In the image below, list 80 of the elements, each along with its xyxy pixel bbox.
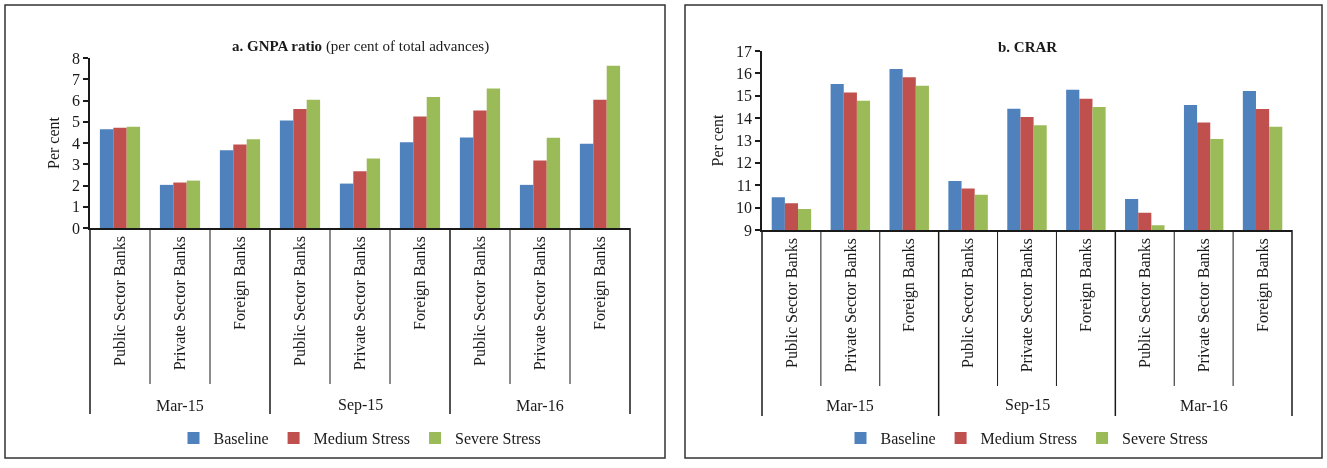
y-tick-label: 4 [72, 134, 81, 152]
text: Mar-16 [1180, 397, 1228, 414]
bar [159, 184, 174, 228]
text: Sep-15 [1005, 396, 1051, 414]
y-axis-title: Per cent [45, 116, 63, 169]
y-tick-label: 5 [72, 113, 81, 131]
bar [459, 137, 474, 228]
y-tick-label: 1 [72, 198, 81, 216]
legend-label: Medium Stress [980, 430, 1078, 448]
y-tick-label: 16 [736, 64, 753, 82]
y-tick-label: 15 [736, 87, 753, 105]
bar [233, 144, 247, 228]
x-tick-label: Public Sector Banks [291, 236, 309, 366]
bar [533, 160, 547, 228]
bar [246, 139, 261, 228]
y-tick-label: 8 [72, 49, 81, 67]
bar [339, 183, 354, 228]
chart-title: b. CRAR [998, 39, 1058, 55]
bar [173, 182, 187, 228]
text: Mar-15 [826, 397, 874, 414]
y-tick-label: 12 [736, 154, 753, 172]
bar [473, 110, 487, 228]
text: Mar-15 [156, 397, 204, 414]
bar [366, 158, 381, 228]
bar [519, 184, 534, 228]
x-tick-label: Public Sector Banks [1135, 238, 1153, 368]
bar [126, 126, 141, 228]
x-tick-label: Public Sector Banks [782, 238, 800, 368]
x-tick-label: Private Sector Banks [531, 236, 549, 371]
x-tick-label: Private Sector Banks [1194, 238, 1212, 373]
bar [353, 171, 367, 228]
bar [306, 99, 321, 228]
text: Sep-15 [338, 396, 384, 414]
x-tick-label: Foreign Banks [1077, 238, 1096, 332]
legend-label: Medium Stress [313, 430, 411, 448]
x-tick-label: Public Sector Banks [959, 238, 977, 368]
y-tick-label: 13 [736, 132, 753, 150]
legend-label: Severe Stress [455, 430, 541, 448]
bar [486, 88, 501, 228]
x-tick-label: Private Sector Banks [1018, 238, 1036, 373]
x-tick-label: Private Sector Banks [841, 238, 859, 373]
legend-label: Baseline [880, 430, 936, 448]
chart-subtitle: (per cent of total advances) [325, 38, 490, 54]
bar [219, 150, 234, 228]
y-tick-label: 9 [744, 221, 753, 239]
y-tick-label: 11 [736, 176, 753, 194]
x-tick-label: Public Sector Banks [111, 236, 129, 366]
bar [399, 142, 414, 228]
x-tick-label: Private Sector Banks [171, 236, 189, 371]
bar [546, 137, 561, 228]
x-tick-label: Foreign Banks [231, 236, 250, 330]
bar [413, 116, 427, 228]
x-tick-label: Public Sector Banks [471, 236, 489, 366]
bar [279, 120, 294, 228]
y-tick-label: 6 [72, 92, 81, 110]
bar [293, 109, 307, 228]
y-tick-label: 17 [736, 42, 753, 60]
legend-label: Severe Stress [1122, 430, 1208, 448]
x-tick-label: Foreign Banks [591, 236, 610, 330]
y-tick-label: 0 [72, 219, 81, 237]
text: Mar-16 [516, 397, 564, 414]
bar [186, 180, 201, 228]
x-tick-label: Private Sector Banks [351, 236, 369, 371]
bar [579, 143, 594, 228]
legend-label: Baseline [213, 430, 269, 448]
chart-title: a. GNPA ratio [232, 38, 323, 54]
y-tick-label: 2 [72, 177, 81, 195]
y-tick-label: 14 [736, 109, 753, 127]
bar [606, 65, 621, 228]
x-tick-label: Foreign Banks [900, 238, 919, 332]
bar [99, 129, 114, 228]
bar [113, 127, 127, 228]
bar [593, 99, 607, 228]
y-tick-label: 3 [72, 155, 81, 173]
bar [426, 97, 441, 228]
y-tick-label: 10 [736, 199, 753, 217]
y-tick-label: 7 [72, 70, 81, 88]
x-tick-label: Foreign Banks [1253, 238, 1272, 332]
y-axis-title: Per cent [709, 113, 727, 167]
x-tick-label: Foreign Banks [411, 236, 430, 330]
